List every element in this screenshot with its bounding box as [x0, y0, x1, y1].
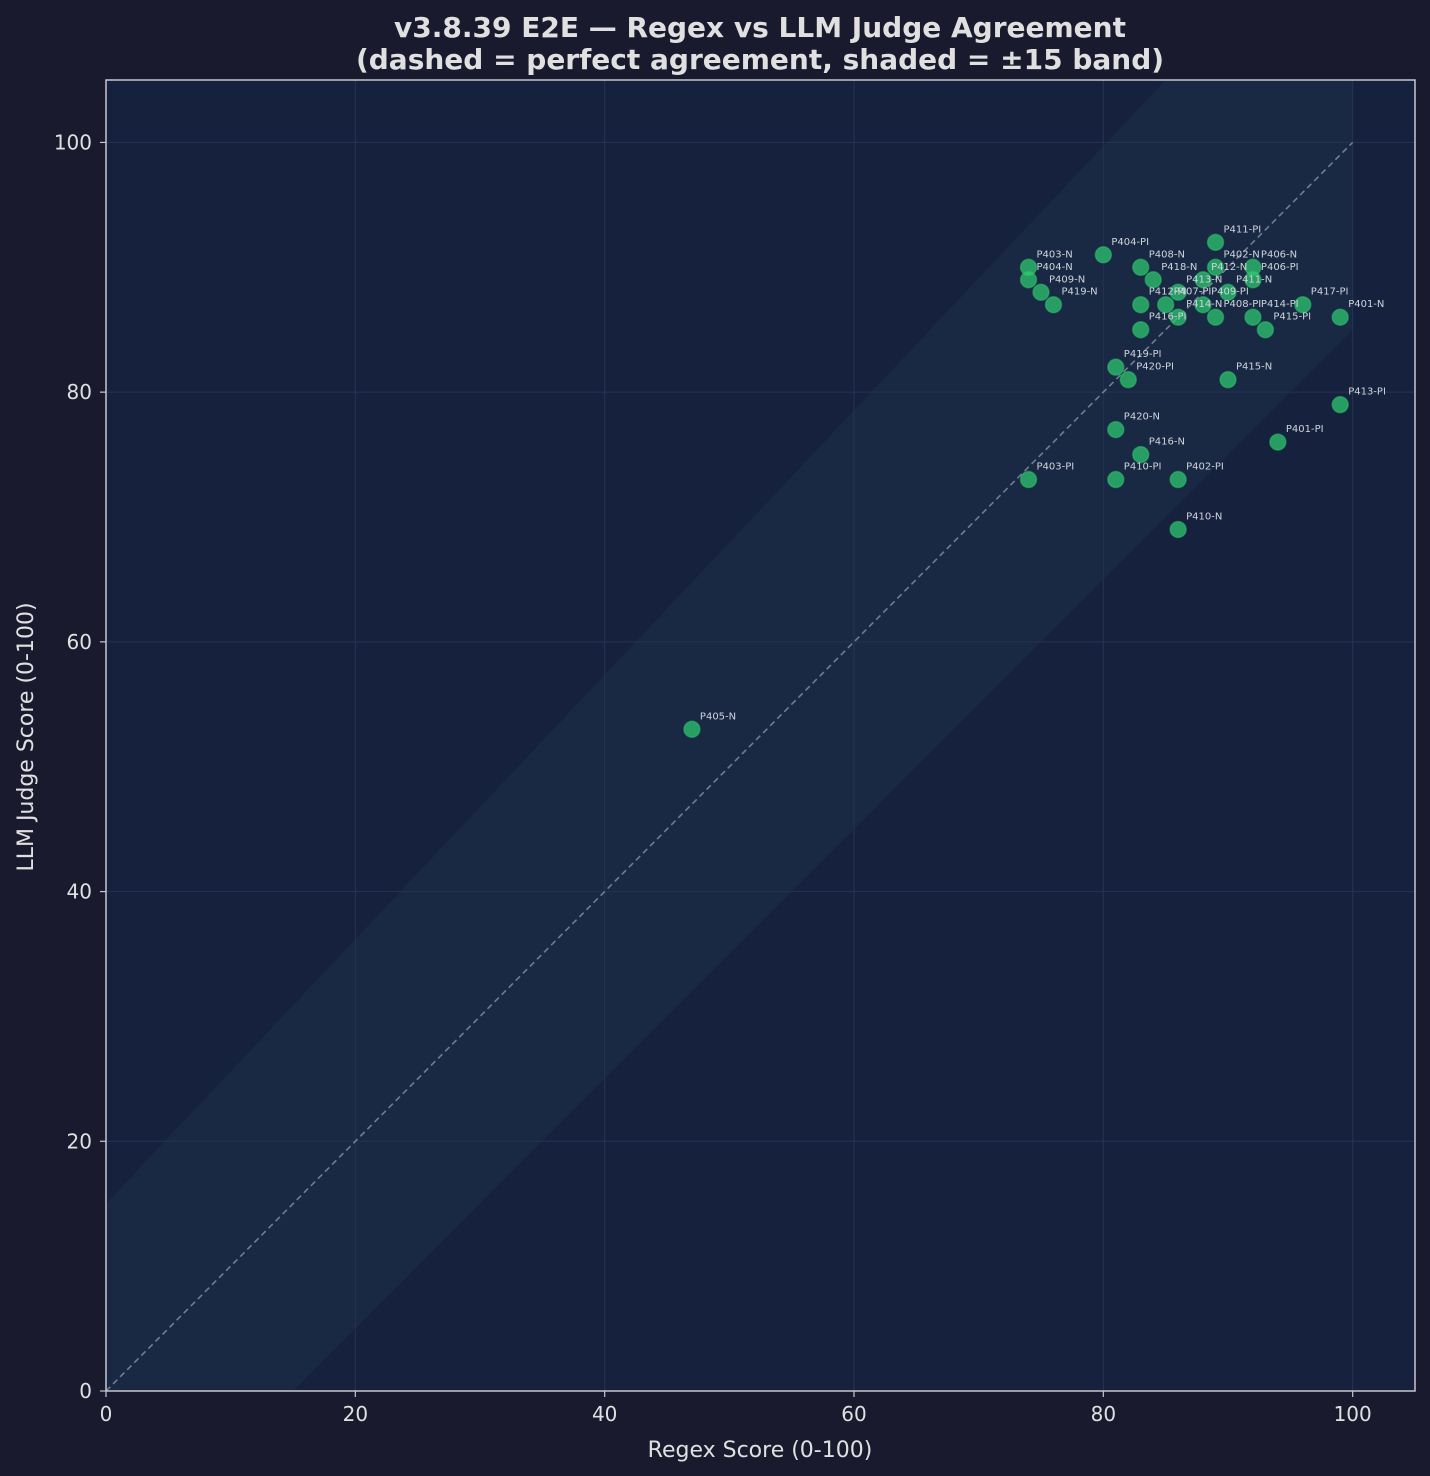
x-tick-label: 0	[100, 1402, 113, 1426]
point-label: P415-N	[1236, 362, 1272, 373]
point-label: P416-PI	[1149, 312, 1187, 323]
data-point	[1144, 271, 1162, 289]
y-tick-label: 40	[67, 880, 92, 904]
x-axis-label: Regex Score (0-100)	[648, 1438, 873, 1463]
point-label: P420-N	[1124, 412, 1160, 423]
x-tick-label: 100	[1334, 1402, 1372, 1426]
agreement-band	[106, 80, 1353, 1391]
data-point	[1269, 433, 1287, 451]
data-point	[1169, 308, 1187, 326]
point-label: P402-PI	[1186, 462, 1224, 473]
data-point	[1131, 445, 1150, 464]
data-point	[1044, 295, 1063, 314]
data-point	[1219, 370, 1237, 389]
chart-title-line1: v3.8.39 E2E — Regex vs LLM Judge Agreeme…	[394, 11, 1126, 44]
data-point	[1131, 258, 1150, 277]
x-tick-label: 60	[841, 1402, 866, 1426]
point-label: P419-PI	[1124, 349, 1162, 360]
data-point	[1131, 295, 1150, 314]
data-point	[1256, 320, 1275, 339]
data-point	[683, 720, 701, 739]
data-point	[1194, 295, 1212, 314]
point-label: P401-PI	[1286, 424, 1324, 435]
chart-title-line2: (dashed = perfect agreement, shaded = ±1…	[356, 43, 1164, 76]
data-point	[1244, 271, 1262, 289]
point-label: P414-PI	[1261, 299, 1299, 310]
data-point	[1206, 258, 1225, 277]
x-tick-label: 40	[592, 1402, 617, 1426]
points-layer	[683, 233, 1349, 739]
data-point	[1331, 395, 1349, 414]
data-point	[1107, 420, 1125, 439]
data-point	[1219, 283, 1237, 302]
point-label: P417-PI	[1311, 287, 1349, 298]
data-point	[1119, 370, 1138, 389]
point-label: P409-PI	[1211, 287, 1249, 298]
perfect-agreement-line	[105, 141, 1354, 1392]
point-label: P413-PI	[1348, 387, 1386, 398]
plot-frame	[105, 79, 1416, 1392]
agreement-band-layer	[106, 80, 1353, 1391]
point-label: P416-N	[1149, 437, 1185, 448]
point-label: P411-PI	[1224, 224, 1262, 235]
y-tick-label: 0	[79, 1379, 92, 1403]
point-label: P406-PI	[1261, 262, 1299, 273]
data-point	[1169, 470, 1187, 489]
point-label: P408-N	[1149, 249, 1185, 260]
x-tick-label: 80	[1091, 1402, 1116, 1426]
data-point	[1094, 246, 1113, 264]
data-point	[1107, 358, 1125, 376]
point-label: P415-PI	[1273, 312, 1311, 323]
data-point	[1206, 308, 1225, 326]
data-point	[1156, 295, 1175, 314]
y-axis-label: LLM Judge Score (0-100)	[14, 602, 39, 871]
point-label: P404-N	[1037, 262, 1073, 273]
point-label: P412-PI	[1149, 287, 1187, 298]
data-point	[1294, 295, 1312, 314]
data-point	[1244, 308, 1262, 326]
point-label: P410-N	[1186, 511, 1222, 522]
data-point	[1206, 233, 1225, 252]
data-point	[1131, 320, 1150, 339]
data-point	[1032, 283, 1050, 302]
point-label: P412-N	[1211, 262, 1247, 273]
point-labels-layer: P411-PI P404-PI P403-N P408-N P402-N P406-N P4…	[700, 224, 1386, 722]
x-tick-label: 20	[343, 1402, 368, 1426]
point-label: P408-PI	[1224, 299, 1262, 310]
y-tick-label: 100	[54, 130, 92, 154]
point-label: P414-N	[1186, 299, 1222, 310]
point-label: P404-PI	[1111, 237, 1149, 248]
point-label: P409-N	[1049, 274, 1085, 285]
point-label: P419-N	[1061, 287, 1097, 298]
data-point	[1019, 470, 1038, 489]
data-point	[1169, 283, 1187, 302]
ticks-layer: 0 20 40 60 80 100 0 20 40 60 80 100	[54, 130, 1372, 1426]
data-point	[1169, 520, 1187, 539]
point-label: P418-N	[1161, 262, 1197, 273]
point-label: P402-N	[1224, 249, 1260, 260]
point-label: P407-PI	[1174, 287, 1212, 298]
data-point	[1107, 470, 1125, 489]
data-point	[1331, 308, 1349, 326]
point-label: P405-N	[700, 711, 736, 722]
y-tick-label: 60	[67, 630, 92, 654]
data-point	[1019, 271, 1038, 289]
y-tick-label: 80	[67, 380, 92, 404]
point-label: P403-PI	[1037, 462, 1075, 473]
point-label: P401-N	[1348, 299, 1384, 310]
point-label: P406-N	[1261, 249, 1297, 260]
point-label: P411-N	[1236, 274, 1272, 285]
y-tick-label: 20	[67, 1129, 92, 1153]
perfect-agreement-layer	[105, 141, 1354, 1392]
point-label: P413-N	[1186, 274, 1222, 285]
point-label: P403-N	[1037, 249, 1073, 260]
point-label: P420-PI	[1136, 362, 1174, 373]
point-label: P410-PI	[1124, 462, 1162, 473]
data-point	[1194, 271, 1212, 289]
